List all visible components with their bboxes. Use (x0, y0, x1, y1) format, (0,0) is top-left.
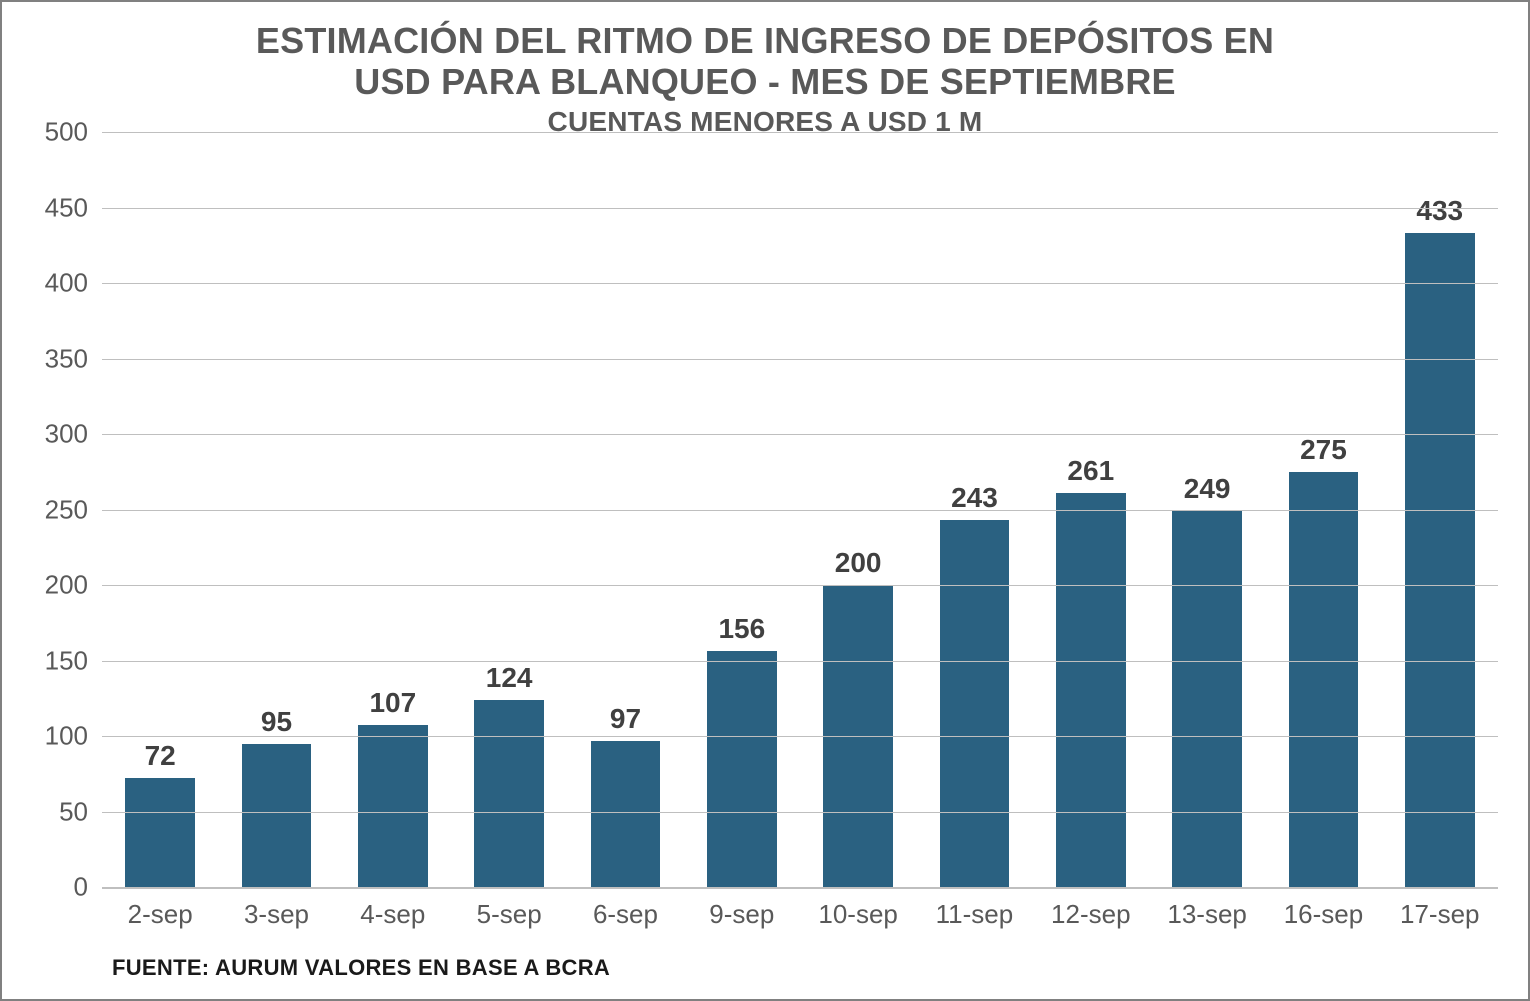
bar-value-label: 156 (718, 613, 765, 645)
gridline (102, 510, 1498, 511)
gridline (102, 283, 1498, 284)
bar-value-label: 275 (1300, 434, 1347, 466)
bar-value-label: 249 (1184, 473, 1231, 505)
x-tick-label: 11-sep (936, 899, 1014, 930)
gridline (102, 736, 1498, 737)
bar (591, 741, 661, 887)
y-tick-label: 250 (45, 494, 102, 525)
y-tick-label: 350 (45, 343, 102, 374)
x-tick-label: 5-sep (477, 899, 542, 930)
chart-title-line-2: USD PARA BLANQUEO - MES DE SEPTIEMBRE (2, 61, 1528, 102)
gridline (102, 208, 1498, 209)
bar (707, 651, 777, 887)
bar-value-label: 95 (261, 706, 292, 738)
gridline (102, 812, 1498, 813)
x-tick-label: 2-sep (128, 899, 193, 930)
x-tick-label: 10-sep (818, 899, 898, 930)
y-tick-label: 300 (45, 419, 102, 450)
bar-value-label: 72 (145, 740, 176, 772)
bar (1056, 493, 1126, 887)
bar (125, 778, 195, 887)
bar-value-label: 97 (610, 703, 641, 735)
x-tick-label: 13-sep (1167, 899, 1247, 930)
x-tick-label: 12-sep (1051, 899, 1131, 930)
chart-container: ESTIMACIÓN DEL RITMO DE INGRESO DE DEPÓS… (0, 0, 1530, 1001)
bar (1405, 233, 1475, 887)
bar-value-label: 261 (1067, 455, 1114, 487)
chart-title-block: ESTIMACIÓN DEL RITMO DE INGRESO DE DEPÓS… (2, 20, 1528, 138)
bar (1172, 511, 1242, 887)
bar-value-label: 107 (369, 687, 416, 719)
x-tick-label: 16-sep (1284, 899, 1364, 930)
y-tick-label: 200 (45, 570, 102, 601)
plot-area: 722-sep953-sep1074-sep1245-sep976-sep156… (102, 132, 1498, 889)
y-tick-label: 100 (45, 721, 102, 752)
y-tick-label: 500 (45, 117, 102, 148)
bar (358, 725, 428, 887)
x-tick-label: 9-sep (709, 899, 774, 930)
chart-source: FUENTE: AURUM VALORES EN BASE A BCRA (112, 955, 610, 981)
bar (940, 520, 1010, 887)
gridline (102, 434, 1498, 435)
x-tick-label: 3-sep (244, 899, 309, 930)
bar (1289, 472, 1359, 887)
chart-title-line-1: ESTIMACIÓN DEL RITMO DE INGRESO DE DEPÓS… (2, 20, 1528, 61)
bar (474, 700, 544, 887)
gridline (102, 585, 1498, 586)
y-tick-label: 150 (45, 645, 102, 676)
bar-value-label: 124 (486, 662, 533, 694)
x-tick-label: 6-sep (593, 899, 658, 930)
bar-value-label: 433 (1416, 195, 1463, 227)
x-tick-label: 17-sep (1400, 899, 1480, 930)
y-tick-label: 0 (74, 872, 102, 903)
y-tick-label: 400 (45, 268, 102, 299)
bar-value-label: 200 (835, 547, 882, 579)
y-tick-label: 50 (59, 796, 102, 827)
gridline (102, 132, 1498, 133)
gridline (102, 359, 1498, 360)
gridline (102, 661, 1498, 662)
x-tick-label: 4-sep (360, 899, 425, 930)
y-tick-label: 450 (45, 192, 102, 223)
bar (242, 744, 312, 887)
